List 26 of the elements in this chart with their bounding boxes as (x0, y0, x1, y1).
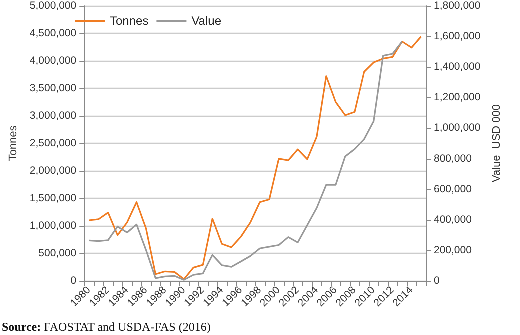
y-tick-label: 1,000,000 (30, 220, 77, 232)
y-tick-label: 5,000,000 (30, 0, 77, 12)
y-tick-label: 1,500,000 (30, 192, 77, 204)
y2-axis-title: Value USD 000 (491, 104, 504, 183)
y2-tick-label: 200,000 (434, 244, 472, 256)
y2-tick-label: 1,200,000 (434, 92, 481, 104)
legend-label: Tonnes (110, 14, 149, 28)
y2-tick-label: 800,000 (434, 152, 472, 165)
y-tick-label: 3,500,000 (30, 82, 77, 94)
y-tick-label: 0 (70, 275, 77, 287)
y2-tick-label: 1,400,000 (434, 61, 481, 74)
source-note: Source: FAOSTAT and USDA-FAS (2016) (2, 320, 211, 334)
y-tick-label: 2,500,000 (30, 138, 77, 150)
y-tick-label: 3,000,000 (30, 110, 77, 122)
y-tick-label: 4,500,000 (30, 28, 77, 40)
y2-tick-label: 1,000,000 (434, 122, 481, 134)
y-tick-label: 2,000,000 (30, 165, 77, 177)
y2-tick-label: 1,600,000 (434, 30, 481, 43)
y2-tick-label: 400,000 (434, 214, 472, 226)
y-tick-label: 4,000,000 (30, 55, 77, 67)
y-tick-label: 500,000 (38, 248, 77, 260)
y-axis-title: Tonnes (8, 125, 20, 162)
legend-label: Value (192, 14, 222, 28)
y2-tick-label: 1,800,000 (434, 0, 481, 12)
y2-tick-label: 600,000 (434, 183, 472, 196)
y2-tick-label: 0 (434, 275, 440, 287)
